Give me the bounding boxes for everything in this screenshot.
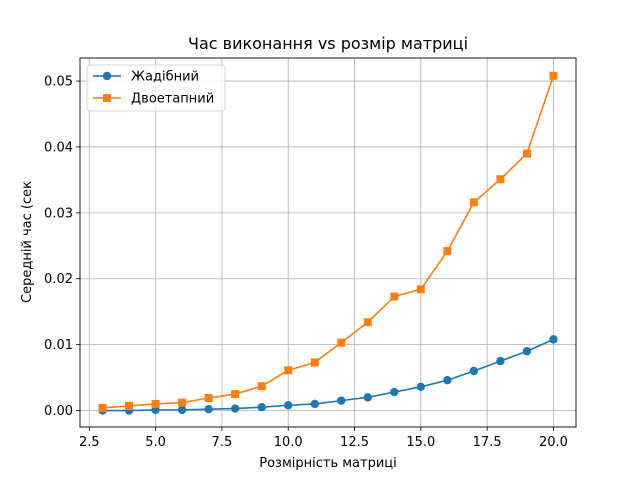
data-point — [257, 382, 266, 391]
data-point — [390, 387, 399, 397]
data-point — [549, 71, 558, 80]
data-point — [390, 292, 399, 301]
data-point — [177, 405, 187, 415]
y-tick-label: 0.01 — [44, 338, 73, 353]
data-point — [443, 376, 452, 385]
data-point — [257, 403, 266, 412]
x-tick-label: 17.5 — [473, 435, 502, 450]
data-point — [496, 356, 505, 366]
x-tick-label: 5.0 — [145, 435, 166, 450]
legend: Жадібний Двоетапний — [86, 64, 226, 112]
data-point — [416, 285, 425, 294]
data-point — [469, 366, 479, 376]
data-point — [310, 358, 319, 367]
x-axis-title: Розмірність матриці — [259, 456, 397, 471]
y-axis: 0.00 0.01 0.02 0.03 0.04 0.05 — [44, 75, 80, 419]
y-tick-label: 0.05 — [44, 75, 73, 90]
x-tick-label: 7.5 — [212, 435, 233, 450]
data-point — [337, 338, 346, 347]
data-point — [98, 403, 107, 412]
series-layer — [98, 71, 558, 415]
data-point — [284, 366, 293, 375]
series-2 — [98, 71, 558, 412]
data-point — [178, 398, 187, 407]
x-tick-label: 2.5 — [79, 435, 100, 450]
y-tick-label: 0.03 — [44, 206, 73, 221]
data-point — [549, 335, 558, 344]
data-point — [416, 382, 426, 392]
legend-marker — [103, 94, 111, 102]
data-point — [363, 318, 372, 327]
data-point — [151, 399, 160, 408]
legend-marker — [102, 71, 112, 81]
data-point — [522, 347, 532, 356]
data-point — [284, 401, 293, 410]
series-line — [102, 338, 554, 412]
y-axis-title: Середній час (сек — [20, 181, 35, 303]
y-tick-label: 0.04 — [44, 140, 73, 155]
plot-frame — [79, 57, 577, 428]
data-point — [496, 175, 505, 184]
legend-item: Жадібний — [93, 70, 199, 85]
legend-item: Двоетапний — [93, 92, 214, 107]
data-point — [310, 399, 319, 409]
data-point — [337, 396, 346, 405]
data-point — [443, 247, 452, 256]
data-point — [363, 393, 372, 402]
x-tick-label: 15.0 — [406, 435, 435, 450]
data-point — [204, 405, 213, 414]
x-tick-label: 10.0 — [274, 435, 303, 450]
data-point — [522, 149, 531, 158]
data-point — [231, 390, 240, 399]
data-point — [230, 404, 240, 413]
data-point — [469, 198, 478, 207]
grid-lines — [80, 58, 576, 427]
legend-label: Двоетапний — [131, 92, 214, 107]
x-tick-label: 20.0 — [539, 435, 568, 450]
x-tick-label: 12.5 — [340, 435, 369, 450]
chart-title: Час виконання vs розмір матриці — [188, 34, 468, 53]
legend-frame — [86, 64, 226, 112]
legend-label: Жадібний — [131, 70, 199, 85]
y-tick-label: 0.00 — [44, 404, 73, 419]
series-line — [102, 75, 555, 409]
data-point — [204, 394, 213, 403]
x-axis: 2.5 5.0 7.5 10.0 12.5 15.0 17.5 20.0 — [79, 427, 568, 450]
y-tick-label: 0.02 — [44, 272, 73, 287]
data-point — [125, 401, 134, 410]
